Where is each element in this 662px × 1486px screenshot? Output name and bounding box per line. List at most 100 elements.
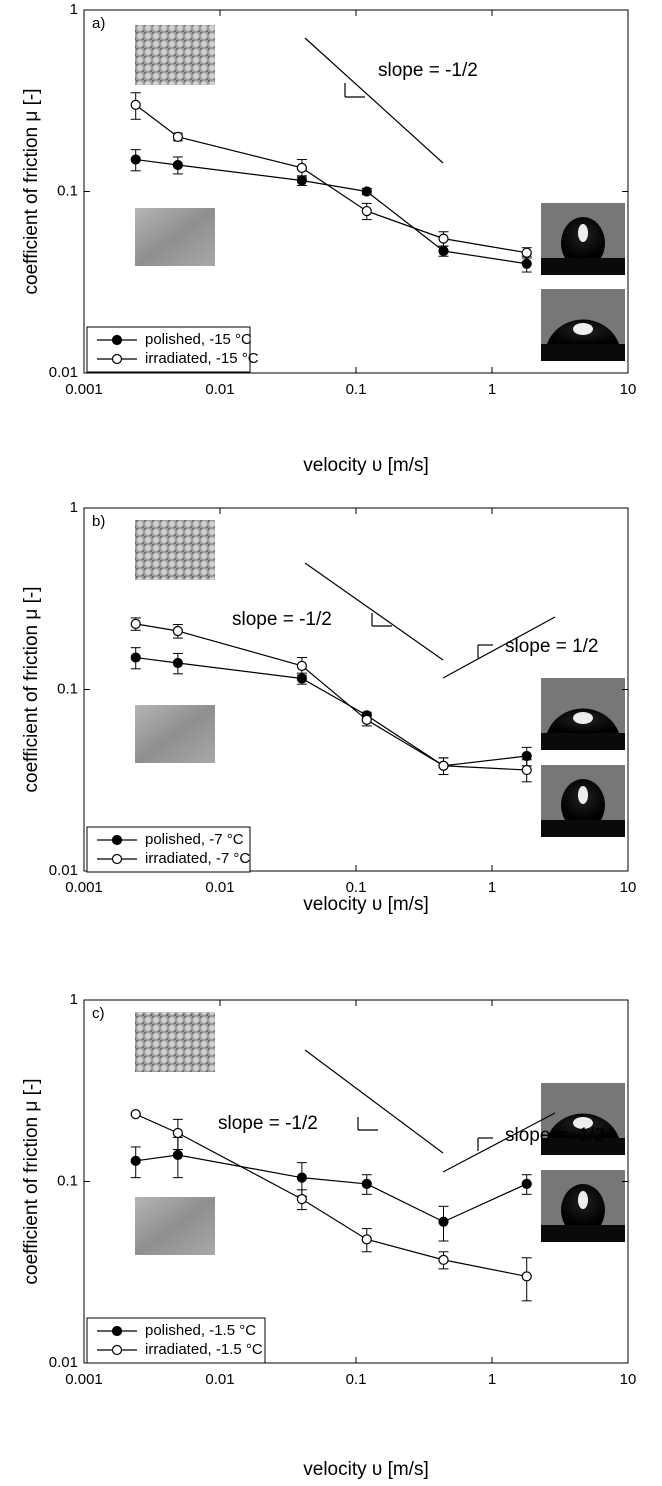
slope-line: [442, 1112, 556, 1173]
y-tick-label: 1: [70, 991, 78, 1008]
data-point: [438, 1216, 449, 1227]
data-point: [361, 186, 372, 197]
slope-line: [304, 37, 444, 164]
x-tick-label: 0.1: [346, 1371, 367, 1388]
droplet-image: [578, 224, 588, 242]
legend: [86, 826, 251, 873]
legend-label: polished, -1.5 °C: [145, 1322, 256, 1339]
data-point: [296, 660, 307, 671]
data-point: [296, 1172, 307, 1183]
annotation: slope = 1/2: [505, 636, 599, 657]
data-point: [361, 1234, 372, 1245]
legend-marker: [111, 334, 123, 346]
series-line: [135, 656, 527, 767]
x-tick-label: 0.001: [65, 381, 103, 398]
data-point: [172, 1149, 183, 1161]
data-point: [130, 1155, 141, 1166]
texture-image: [135, 25, 215, 85]
x-tick-label: 1: [488, 1371, 496, 1388]
y-tick-label: 0.01: [49, 1354, 78, 1371]
y-tick-label: 0.01: [49, 364, 78, 381]
annotation: slope = -1/2: [218, 1113, 318, 1134]
data-point: [521, 258, 532, 269]
data-point: [172, 131, 183, 142]
y-tick-label: 0.1: [57, 680, 78, 697]
panel-label: a): [92, 15, 105, 32]
data-point: [438, 245, 449, 257]
data-point: [521, 1178, 532, 1190]
legend-label: irradiated, -7 °C: [145, 850, 250, 867]
texture-image: [135, 520, 215, 580]
data-point: [130, 618, 141, 629]
data-point: [172, 159, 183, 171]
droplet-image: [573, 1117, 593, 1129]
y-tick-label: 0.1: [57, 1172, 78, 1189]
x-axis-label: velocity υ [m/s]: [303, 1459, 428, 1480]
data-point: [521, 750, 532, 762]
x-tick-label: 0.1: [346, 381, 367, 398]
droplet-image: [541, 1138, 625, 1155]
legend: [86, 1317, 266, 1364]
legend-label: polished, -15 °C: [145, 331, 252, 348]
data-point: [172, 625, 183, 637]
legend-label: polished, -7 °C: [145, 831, 244, 848]
droplet-image: [541, 1225, 625, 1242]
data-point: [172, 657, 183, 669]
series-line: [135, 158, 527, 265]
legend-label: irradiated, -1.5 °C: [145, 1341, 263, 1358]
y-tick-label: 0.01: [49, 862, 78, 879]
legend-marker: [111, 353, 123, 365]
y-tick-label: 1: [70, 1, 78, 18]
droplet-image: [541, 344, 625, 361]
texture-image: [135, 208, 215, 266]
y-tick-label: 1: [70, 499, 78, 516]
x-tick-label: 1: [488, 381, 496, 398]
series-line: [135, 104, 527, 254]
texture-image: [135, 1012, 215, 1072]
data-point: [521, 764, 532, 776]
droplet-image: [541, 820, 625, 837]
x-tick-label: 0.001: [65, 1371, 103, 1388]
annotation: slope = -1/2: [505, 1125, 605, 1146]
legend-marker: [111, 853, 123, 865]
data-point: [130, 652, 141, 663]
data-point: [130, 154, 141, 165]
droplet-image: [573, 323, 593, 335]
panel-label: c): [92, 1005, 105, 1022]
x-tick-label: 0.01: [205, 879, 234, 896]
legend: [86, 326, 251, 373]
slope-line: [304, 562, 444, 661]
x-tick-label: 0.1: [346, 879, 367, 896]
x-tick-label: 10: [620, 381, 637, 398]
y-axis-label: coefficient of friction μ [-]: [21, 587, 42, 793]
annotation: slope = -1/2: [378, 60, 478, 81]
data-point: [361, 205, 372, 217]
droplet-image: [541, 258, 625, 275]
slope-line: [304, 1049, 444, 1154]
x-axis-label: velocity υ [m/s]: [303, 894, 428, 915]
x-axis-label: velocity υ [m/s]: [303, 455, 428, 476]
legend-marker: [111, 834, 123, 846]
data-point: [361, 1178, 372, 1190]
data-point: [521, 1271, 532, 1282]
data-point: [130, 1109, 141, 1120]
texture-image: [135, 1197, 215, 1255]
legend-marker: [111, 1325, 123, 1337]
legend-marker: [111, 1344, 123, 1356]
droplet-image: [578, 1191, 588, 1209]
data-point: [438, 233, 449, 244]
y-tick-label: 0.1: [57, 182, 78, 199]
slope-line: [442, 616, 556, 679]
data-point: [361, 714, 372, 725]
data-point: [438, 1254, 449, 1265]
annotation: slope = -1/2: [232, 609, 332, 630]
x-tick-label: 0.001: [65, 879, 103, 896]
x-tick-label: 0.01: [205, 1371, 234, 1388]
series-line: [135, 1113, 527, 1277]
data-point: [296, 162, 307, 173]
x-tick-label: 10: [620, 879, 637, 896]
series-line: [135, 1154, 527, 1223]
droplet-image: [541, 733, 625, 750]
droplet-image: [578, 786, 588, 804]
data-point: [172, 1127, 183, 1139]
